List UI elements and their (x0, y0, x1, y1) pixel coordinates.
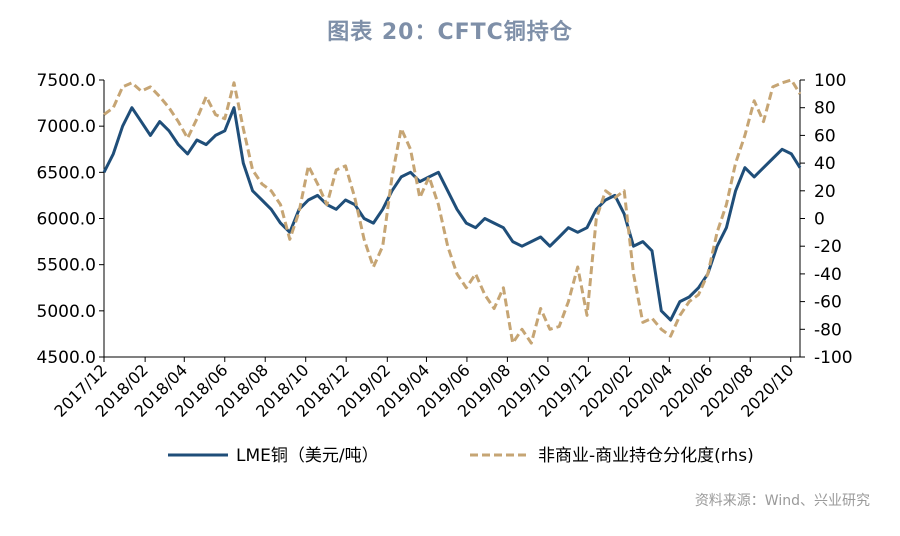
left-y-tick-label: 5500.0 (37, 256, 96, 276)
legend-lme-label: LME铜（美元/吨） (236, 446, 379, 466)
left-y-tick-label: 7500.0 (37, 71, 96, 91)
right-y-tick-label: -60 (814, 293, 842, 313)
right-y-tick-label: 60 (814, 126, 836, 146)
right-y-tick-label: -20 (814, 237, 842, 257)
right-y-tick-label: 40 (814, 154, 836, 174)
right-y-tick-label: 100 (814, 71, 846, 91)
left-y-tick-label: 6000.0 (37, 210, 96, 230)
right-y-tick-label: 0 (814, 210, 825, 230)
legend-cftc-label: 非商业-商业持仓分化度(rhs) (538, 446, 754, 466)
source-note: 资料来源：Wind、兴业研究 (694, 493, 870, 509)
right-y-tick-label: -80 (814, 320, 842, 340)
right-y-tick-label: -100 (814, 348, 853, 368)
right-y-tick-label: 80 (814, 99, 836, 119)
left-y-tick-label: 7000.0 (37, 117, 96, 137)
right-y-tick-label: -40 (814, 265, 842, 285)
chart-title: 图表 20：CFTC铜持仓 (327, 20, 573, 45)
left-y-tick-label: 5000.0 (37, 302, 96, 322)
right-y-tick-label: 20 (814, 182, 836, 202)
series-line-cftc (103, 78, 802, 345)
left-y-tick-label: 6500.0 (37, 163, 96, 183)
series-line-lme (102, 106, 802, 322)
left-y-tick-label: 4500.0 (37, 348, 96, 368)
